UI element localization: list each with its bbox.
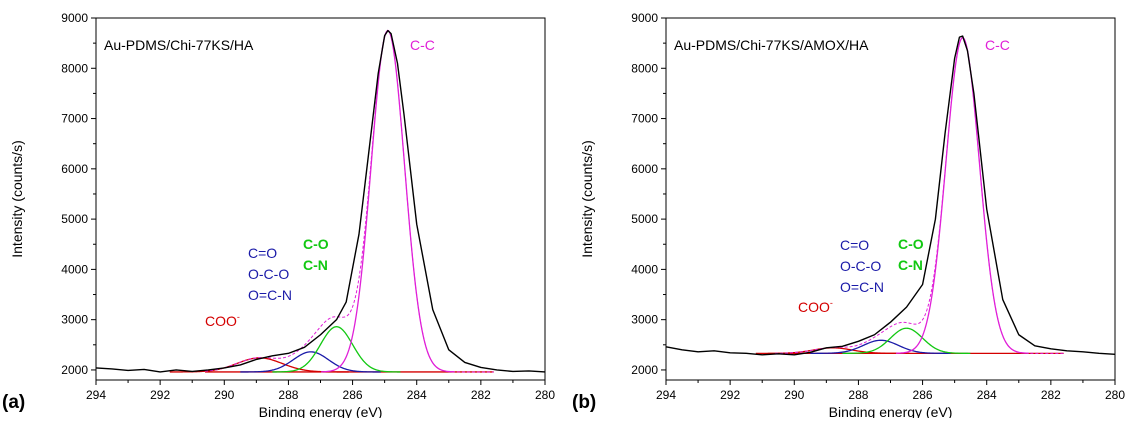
y-tick-label: 6000 xyxy=(61,162,88,176)
y-tick-label: 7000 xyxy=(631,112,658,126)
component-peak xyxy=(842,327,971,354)
x-tick-label: 290 xyxy=(214,388,234,402)
x-tick-label: 288 xyxy=(848,388,868,402)
annot-c-c: C-C xyxy=(985,37,1010,53)
raw-spectrum xyxy=(95,29,546,373)
annot-c-c: C-C xyxy=(410,37,435,53)
component-peak xyxy=(895,36,1029,354)
y-tick-label: 5000 xyxy=(631,212,658,226)
y-tick-label: 8000 xyxy=(61,61,88,75)
x-tick-label: 284 xyxy=(977,388,997,402)
fit-envelope xyxy=(775,36,1064,354)
y-tick-label: 3000 xyxy=(631,313,658,327)
plot-frame xyxy=(95,17,546,381)
plot-frame xyxy=(665,17,1116,381)
x-tick-label: 286 xyxy=(913,388,933,402)
component-peak xyxy=(321,29,454,373)
component-peak xyxy=(240,351,381,373)
annot-o-c-o: O-C-O xyxy=(248,266,289,282)
component-peak xyxy=(272,326,401,373)
y-tick-label: 2000 xyxy=(631,363,658,377)
x-axis-label: Binding energy (eV) xyxy=(829,404,953,418)
y-tick-label: 9000 xyxy=(61,11,88,25)
x-tick-label: 286 xyxy=(343,388,363,402)
x-tick-label: 280 xyxy=(1105,388,1125,402)
x-axis-label: Binding energy (eV) xyxy=(259,404,383,418)
annot-c-n: C-N xyxy=(303,257,328,273)
x-tick-label: 290 xyxy=(784,388,804,402)
raw-spectrum xyxy=(665,35,1116,356)
annot-o-c-o: O-C-O xyxy=(840,258,881,274)
x-tick-label: 284 xyxy=(407,388,427,402)
panel-letter-b: (b) xyxy=(572,392,597,413)
annot-c-double-o: C=O xyxy=(248,245,277,261)
y-tick-label: 7000 xyxy=(61,112,88,126)
component-peak xyxy=(169,357,349,373)
y-tick-label: 5000 xyxy=(61,212,88,226)
x-tick-label: 282 xyxy=(471,388,491,402)
annot-o-double-c-n: O=C-N xyxy=(840,279,884,295)
y-tick-label: 2000 xyxy=(61,363,88,377)
annot-coo: COO- xyxy=(798,298,833,315)
annot-c-n: C-N xyxy=(898,257,923,273)
sample-label: Au-PDMS/Chi-77KS/AMOX/HA xyxy=(674,37,869,53)
xps-chart-b: 294 292 290 288 286 284 282 280 2000 3000 4000 5000… xyxy=(579,11,1125,420)
x-tick-label: 288 xyxy=(278,388,298,402)
y-axis-label: Intensity (counts/s) xyxy=(579,140,595,258)
y-tick-label: 4000 xyxy=(631,262,658,276)
x-tick-label: 280 xyxy=(535,388,555,402)
x-tick-label: 292 xyxy=(720,388,740,402)
sample-label: Au-PDMS/Chi-77KS/HA xyxy=(104,37,254,53)
y-tick-label: 4000 xyxy=(61,262,88,276)
y-tick-label: 9000 xyxy=(631,11,658,25)
annot-c-o: C-O xyxy=(303,236,329,252)
y-tick-label: 8000 xyxy=(631,61,658,75)
xps-panel-a: 294 292 290 288 286 284 282 280 2000 3000 4000 5000… xyxy=(0,0,570,420)
annot-coo: COO- xyxy=(205,312,240,329)
component-peak xyxy=(810,339,951,354)
x-tick-label: 294 xyxy=(656,388,676,402)
panel-letter-a: (a) xyxy=(2,392,26,413)
x-tick-label: 294 xyxy=(86,388,106,402)
annot-c-o: C-O xyxy=(898,236,924,252)
x-tick-label: 282 xyxy=(1041,388,1061,402)
xps-chart-a: 294 292 290 288 286 284 282 280 2000 3000 4000 5000… xyxy=(9,11,555,420)
annot-c-double-o: C=O xyxy=(840,237,869,253)
x-tick-label: 292 xyxy=(150,388,170,402)
y-tick-label: 6000 xyxy=(631,162,658,176)
xps-panel-b: 294 292 290 288 286 284 282 280 2000 3000 4000 5000… xyxy=(570,0,1140,420)
fit-envelope xyxy=(204,29,494,373)
y-axis-label: Intensity (counts/s) xyxy=(9,140,25,258)
annot-o-double-c-n: O=C-N xyxy=(248,287,292,303)
y-tick-label: 3000 xyxy=(61,313,88,327)
